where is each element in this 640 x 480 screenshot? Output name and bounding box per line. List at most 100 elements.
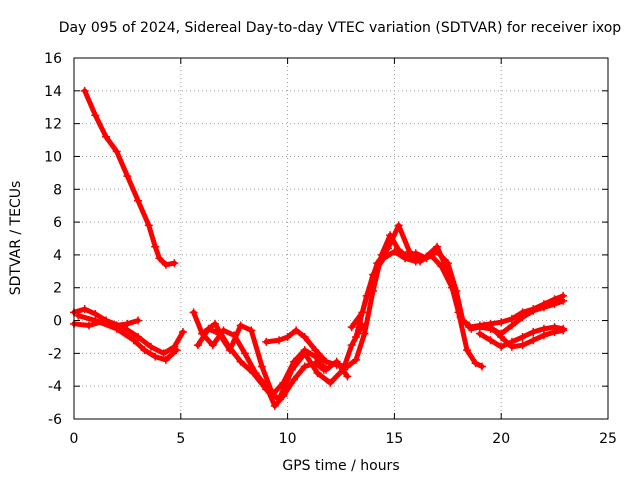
data-point — [193, 341, 202, 350]
data-point — [475, 329, 484, 338]
data-point — [390, 247, 399, 256]
data-point — [112, 147, 121, 156]
data-point — [343, 362, 352, 371]
data-point — [91, 111, 100, 120]
data-point — [74, 311, 83, 320]
chart-title: Day 095 of 2024, Sidereal Day-to-day VTE… — [59, 20, 622, 36]
data-point — [112, 324, 121, 333]
data-point — [172, 346, 181, 355]
data-point — [123, 172, 132, 181]
y-tick-label: 6 — [53, 215, 62, 231]
data-point — [488, 324, 497, 333]
data-point — [351, 355, 360, 364]
data-point — [189, 308, 198, 317]
data-point — [134, 196, 143, 205]
data-point — [322, 365, 331, 374]
data-point — [313, 369, 322, 378]
y-tick-label: 8 — [53, 182, 62, 198]
data-point — [467, 324, 476, 333]
series-line — [82, 88, 177, 268]
data-point — [539, 303, 548, 312]
data-point — [497, 332, 506, 341]
data-point — [287, 365, 296, 374]
data-point — [300, 362, 309, 371]
data-point — [155, 254, 164, 263]
data-point — [401, 254, 410, 263]
data-point — [559, 296, 568, 305]
data-point — [437, 262, 446, 271]
data-point — [518, 313, 527, 322]
data-point — [322, 357, 331, 366]
data-point — [433, 242, 442, 251]
data-point — [102, 132, 111, 141]
series-line — [199, 321, 365, 402]
y-tick-label: 10 — [44, 149, 62, 165]
series-track-12 — [475, 323, 568, 351]
data-point — [91, 316, 100, 325]
data-layer — [70, 86, 568, 410]
data-point — [159, 349, 168, 358]
y-tick-label: 2 — [53, 281, 62, 297]
data-point — [326, 378, 335, 387]
data-point — [416, 257, 425, 266]
data-point — [140, 346, 149, 355]
data-point — [518, 341, 527, 350]
data-point — [170, 259, 179, 268]
data-point — [161, 355, 170, 364]
data-point — [373, 259, 382, 268]
x-tick-label: 15 — [385, 431, 403, 447]
data-point — [262, 385, 271, 394]
y-tick-label: 0 — [53, 314, 62, 330]
data-point — [290, 375, 299, 384]
data-point — [486, 336, 495, 345]
data-point — [471, 359, 480, 368]
data-point — [80, 86, 89, 95]
data-point — [529, 306, 538, 315]
series-track-13 — [480, 321, 568, 351]
data-point — [456, 313, 465, 322]
data-point — [178, 328, 187, 337]
data-point — [123, 319, 132, 328]
data-point — [208, 341, 217, 350]
data-point — [146, 342, 155, 351]
data-point — [347, 323, 356, 332]
data-point — [144, 221, 153, 230]
data-point — [362, 291, 371, 300]
x-tick-label: 20 — [492, 431, 510, 447]
plot-frame — [73, 57, 609, 420]
data-point — [497, 318, 506, 327]
data-point — [283, 332, 292, 341]
data-point — [236, 321, 245, 330]
x-tick-label: 0 — [70, 431, 79, 447]
data-point — [311, 346, 320, 355]
x-tick-label: 25 — [599, 431, 617, 447]
data-point — [134, 316, 143, 325]
data-point — [550, 300, 559, 309]
data-point — [134, 332, 143, 341]
data-point — [198, 329, 207, 338]
data-point — [529, 328, 538, 337]
data-point — [119, 323, 128, 332]
data-point — [270, 401, 279, 410]
data-point — [360, 329, 369, 338]
data-point — [80, 305, 89, 314]
grid-lines — [74, 58, 608, 419]
data-point — [300, 349, 309, 358]
data-point — [497, 342, 506, 351]
data-point — [257, 362, 266, 371]
y-tick-label: 12 — [44, 117, 62, 133]
data-point — [477, 362, 486, 371]
data-point — [247, 326, 256, 335]
data-point — [518, 332, 527, 341]
data-point — [332, 360, 341, 369]
data-point — [550, 328, 559, 337]
data-point — [347, 341, 356, 350]
data-point — [448, 283, 457, 292]
data-point — [151, 352, 160, 361]
data-point — [343, 372, 352, 381]
data-point — [262, 337, 271, 346]
data-point — [275, 336, 284, 345]
data-point — [236, 357, 245, 366]
x-axis-label: GPS time / hours — [282, 458, 399, 474]
